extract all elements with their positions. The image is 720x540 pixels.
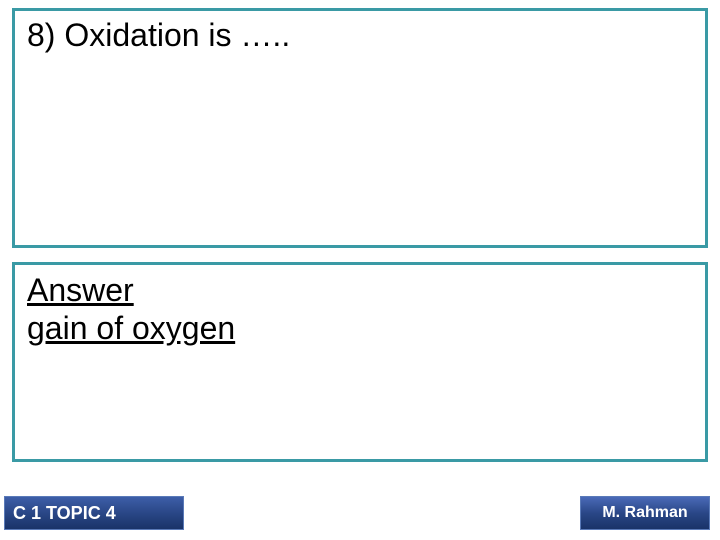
question-box: 8) Oxidation is ….. [12, 8, 708, 248]
answer-text: gain of oxygen [27, 309, 693, 347]
question-text: 8) Oxidation is ….. [27, 17, 693, 54]
footer-right-badge: M. Rahman [580, 496, 710, 530]
footer-left-text: C 1 TOPIC 4 [13, 503, 116, 524]
answer-box: Answer gain of oxygen [12, 262, 708, 462]
footer-left-badge: C 1 TOPIC 4 [4, 496, 184, 530]
answer-label: Answer [27, 271, 693, 309]
footer-right-text: M. Rahman [602, 504, 687, 522]
